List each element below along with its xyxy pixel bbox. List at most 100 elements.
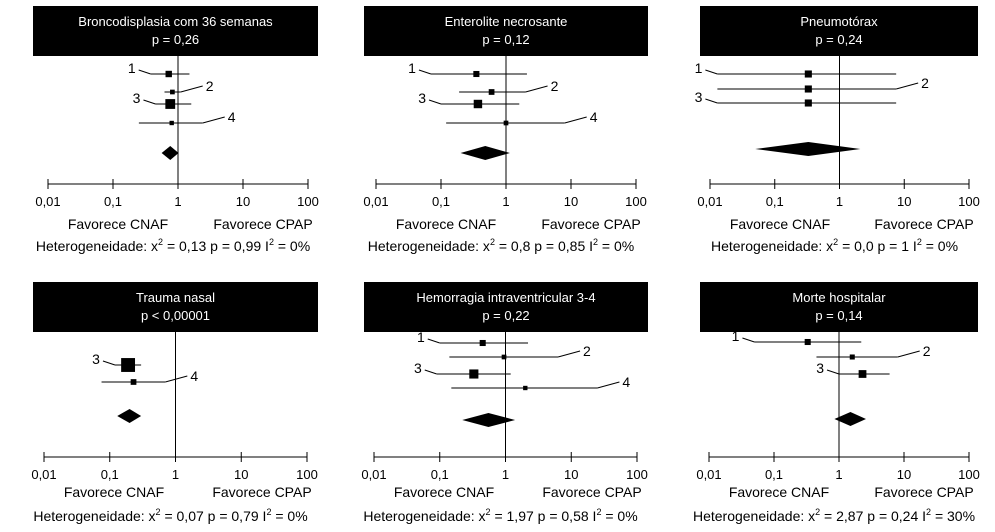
study-leader-line [418, 69, 432, 75]
x-tick-label: 100 [958, 467, 980, 482]
study-point [804, 99, 812, 107]
study-point [121, 358, 136, 372]
x-tick-label: 10 [897, 194, 911, 209]
study-leader-line [138, 69, 151, 75]
study-label: 3 [414, 360, 422, 376]
study-point [501, 354, 507, 360]
heterogeneity-stats: Heterogeneidade: x2 = 0,13 p = 0,99 I2 =… [36, 237, 310, 254]
study-leader-line [705, 69, 718, 75]
study-point [479, 339, 486, 347]
favors-right-label: Favorece CPAP [541, 216, 640, 232]
pooled-diamond [161, 146, 179, 160]
study-point [804, 70, 812, 78]
panel-p-value: p = 0,26 [152, 32, 199, 47]
study-label: 4 [228, 109, 236, 125]
x-tick-label: 10 [564, 194, 578, 209]
pooled-diamond [460, 146, 510, 160]
study-leader-line [557, 350, 581, 358]
pooled-diamond [462, 413, 516, 427]
study-point [473, 70, 480, 78]
forest-panel-3: Pneumotórax p = 0,24 0,01 0,1 1 10 100 1 2 3 Favor… [695, 6, 980, 254]
x-tick-label: 100 [297, 194, 319, 209]
panel-title: Hemorragia intraventricular 3-4 [416, 290, 595, 305]
study-label: 3 [816, 360, 824, 376]
favors-left-label: Favorece CNAF [396, 216, 496, 232]
x-tick-label: 0,1 [766, 194, 784, 209]
study-point [170, 89, 175, 95]
x-tick-label: 100 [296, 467, 318, 482]
x-tick-label: 0,01 [35, 194, 60, 209]
panel-title: Broncodisplasia com 36 semanas [78, 14, 273, 29]
study-leader-line [202, 116, 225, 124]
panel-p-value: p < 0,00001 [141, 308, 210, 323]
study-leader-line [742, 337, 755, 343]
favors-right-label: Favorece CPAP [874, 216, 973, 232]
x-tick-label: 0,01 [361, 467, 386, 482]
forest-panel-1: Broncodisplasia com 36 semanas p = 0,26 0,… [33, 6, 319, 254]
study-leader-line [564, 116, 587, 124]
study-label: 1 [732, 328, 740, 344]
study-leader-line [180, 85, 203, 93]
forest-panel-5: Hemorragia intraventricular 3-4 p = 0,22 0… [361, 282, 648, 524]
study-label: 2 [923, 343, 931, 359]
favors-right-label: Favorece CPAP [212, 484, 311, 500]
forest-panel-6: Morte hospitalar p = 0,14 0,01 0,1 1 10 100 1 2 3… [693, 282, 980, 524]
study-label: 3 [133, 90, 141, 106]
favors-left-label: Favorece CNAF [394, 484, 494, 500]
panel-header [700, 6, 978, 56]
study-label: 1 [128, 60, 136, 76]
favors-left-label: Favorece CNAF [730, 216, 830, 232]
x-tick-label: 0,1 [431, 467, 449, 482]
x-tick-label: 0,01 [31, 467, 56, 482]
x-tick-label: 0,1 [765, 467, 783, 482]
study-label: 1 [408, 60, 416, 76]
study-leader-line [525, 85, 548, 93]
x-tick-label: 10 [897, 467, 911, 482]
x-tick-label: 1 [174, 194, 181, 209]
pooled-diamond [755, 142, 861, 156]
forest-panel-4: Trauma nasal p < 0,00001 0,01 0,1 1 10 100 3 4 Fa… [31, 282, 318, 524]
x-tick-label: 0,01 [696, 467, 721, 482]
study-leader-line [143, 99, 156, 105]
study-label: 3 [695, 89, 703, 105]
x-tick-label: 10 [236, 194, 250, 209]
study-leader-line [102, 360, 116, 366]
study-point [165, 70, 172, 78]
x-tick-label: 0,01 [363, 194, 388, 209]
study-leader-line [705, 98, 718, 104]
panel-title: Trauma nasal [136, 290, 215, 305]
study-leader-line [424, 369, 437, 375]
study-label: 3 [418, 90, 426, 106]
study-label: 4 [622, 374, 630, 390]
x-tick-label: 1 [502, 194, 509, 209]
panel-header [33, 282, 318, 332]
x-tick-label: 1 [172, 467, 179, 482]
favors-left-label: Favorece CNAF [729, 484, 829, 500]
study-point [804, 85, 812, 93]
favors-right-label: Favorece CPAP [542, 484, 641, 500]
study-point [469, 369, 479, 379]
study-point [169, 120, 174, 126]
study-leader-line [428, 99, 442, 105]
study-label: 4 [190, 368, 198, 384]
heterogeneity-stats: Heterogeneidade: x2 = 1,97 p = 0,58 I2 =… [363, 507, 637, 524]
x-tick-label: 100 [625, 194, 647, 209]
panel-p-value: p = 0,12 [482, 32, 529, 47]
study-point [503, 120, 509, 126]
pooled-diamond [117, 409, 142, 423]
panel-title: Pneumotórax [800, 14, 878, 29]
x-tick-label: 1 [835, 467, 842, 482]
heterogeneity-stats: Heterogeneidade: x2 = 0,07 p = 0,79 I2 =… [33, 507, 307, 524]
study-point [804, 338, 811, 346]
x-tick-label: 1 [502, 467, 509, 482]
x-tick-label: 100 [626, 467, 648, 482]
study-point [165, 99, 176, 109]
x-tick-label: 10 [564, 467, 578, 482]
heterogeneity-stats: Heterogeneidade: x2 = 0,0 p = 1 I2 = 0% [711, 237, 958, 254]
x-tick-label: 1 [836, 194, 843, 209]
panel-header [364, 282, 648, 332]
study-point [849, 354, 855, 360]
x-tick-label: 0,1 [101, 467, 119, 482]
panel-header [700, 282, 978, 332]
